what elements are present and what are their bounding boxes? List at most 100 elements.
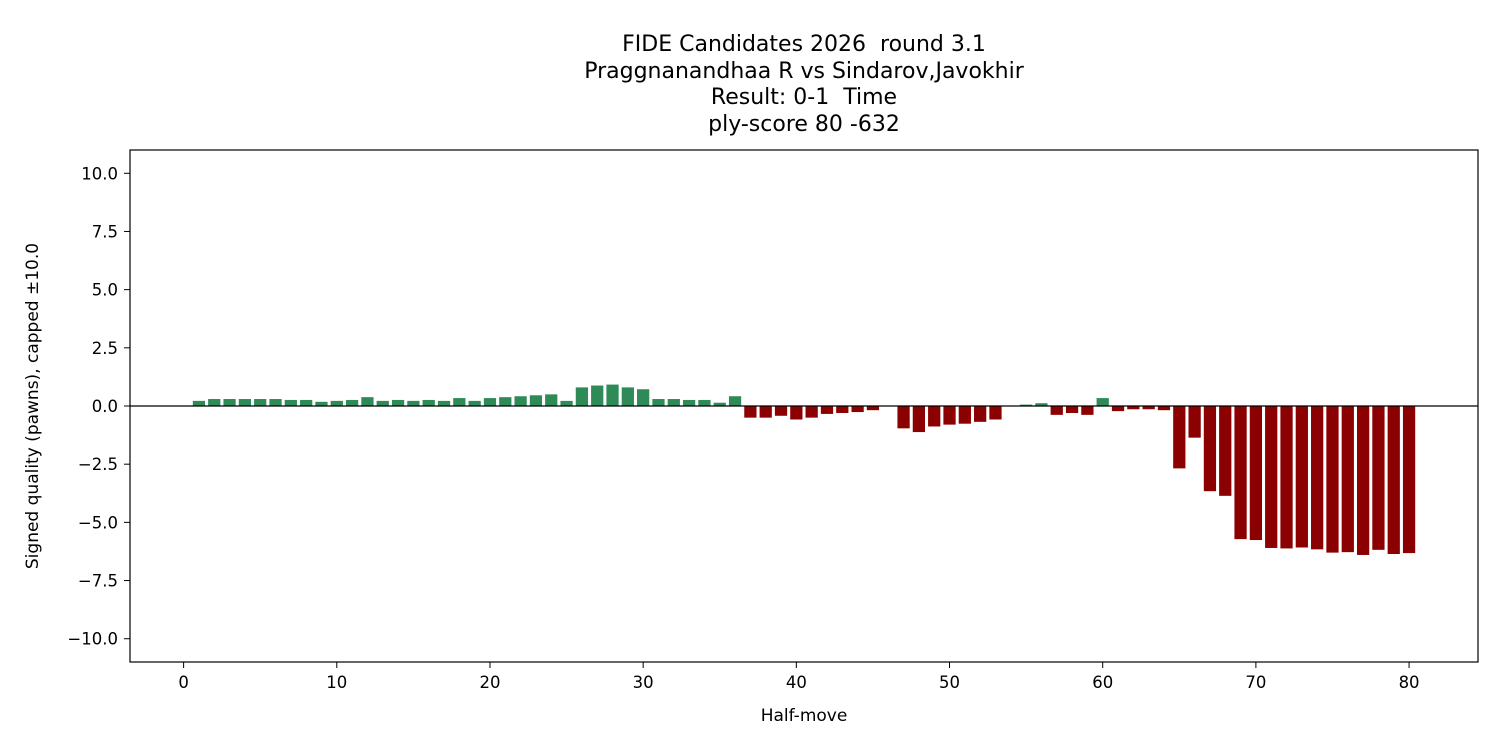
- bar-halfmove-22: [514, 396, 527, 406]
- bar-halfmove-50: [943, 406, 956, 425]
- bar-halfmove-64: [1157, 406, 1171, 411]
- bar-halfmove-49: [928, 406, 941, 427]
- bar-halfmove-68: [1219, 406, 1232, 496]
- bar-halfmove-62: [1127, 406, 1140, 410]
- chart-title-line-4: ply-score 80 -632: [708, 111, 900, 137]
- bar-halfmove-76: [1341, 406, 1354, 553]
- bar-halfmove-42: [820, 406, 834, 414]
- bar-halfmove-7: [284, 399, 297, 406]
- bar-halfmove-21: [499, 397, 512, 406]
- y-tick-label: 0.0: [92, 397, 118, 416]
- y-tick-label: −7.5: [78, 572, 118, 591]
- bar-halfmove-26: [575, 387, 589, 406]
- bar-halfmove-57: [1050, 406, 1063, 415]
- bar-halfmove-2: [208, 399, 221, 406]
- bar-halfmove-13: [376, 400, 389, 406]
- x-tick-label: 20: [479, 673, 500, 692]
- bar-halfmove-78: [1372, 406, 1385, 550]
- bar-halfmove-12: [361, 397, 374, 406]
- bar-halfmove-58: [1065, 406, 1079, 413]
- x-tick-label: 60: [1092, 673, 1113, 692]
- bar-halfmove-45: [866, 406, 880, 411]
- bar-halfmove-67: [1203, 406, 1217, 492]
- x-tick-label: 40: [786, 673, 807, 692]
- bar-halfmove-47: [897, 406, 910, 429]
- chart-title-line-1: FIDE Candidates 2026 round 3.1: [622, 32, 986, 57]
- bar-halfmove-41: [805, 406, 818, 418]
- bar-halfmove-65: [1173, 406, 1186, 469]
- bar-halfmove-33: [682, 399, 696, 406]
- bar-halfmove-31: [652, 399, 665, 406]
- bar-halfmove-14: [391, 399, 405, 406]
- bar-halfmove-4: [238, 399, 252, 406]
- bar-halfmove-35: [713, 402, 726, 406]
- bar-halfmove-43: [836, 406, 849, 413]
- bar-halfmove-17: [437, 400, 451, 406]
- bar-halfmove-28: [606, 384, 619, 406]
- y-tick-label: 5.0: [92, 281, 118, 300]
- bar-halfmove-40: [790, 406, 803, 420]
- bar-halfmove-66: [1188, 406, 1201, 438]
- bar-halfmove-70: [1249, 406, 1263, 541]
- bar-halfmove-32: [667, 399, 680, 406]
- chart-title-line-3: Result: 0-1 Time: [710, 85, 898, 110]
- bar-halfmove-73: [1295, 406, 1308, 548]
- y-tick-label: −10.0: [67, 630, 118, 649]
- bar-halfmove-77: [1356, 406, 1370, 555]
- x-tick-label: 0: [178, 673, 189, 692]
- bar-halfmove-52: [974, 406, 987, 422]
- chart-title: FIDE Candidates 2026 round 3.1 Praggnana…: [130, 32, 1478, 138]
- bar-halfmove-15: [407, 400, 420, 406]
- bar-halfmove-61: [1111, 406, 1125, 412]
- bar-halfmove-56: [1035, 403, 1048, 406]
- bar-halfmove-1: [192, 400, 206, 406]
- bar-halfmove-53: [989, 406, 1002, 420]
- bar-halfmove-63: [1142, 406, 1155, 410]
- bar-halfmove-39: [774, 406, 788, 416]
- bar-halfmove-27: [591, 385, 604, 406]
- x-tick-label: 10: [326, 673, 347, 692]
- bar-halfmove-34: [698, 399, 711, 406]
- bar-halfmove-29: [621, 387, 634, 406]
- y-tick-label: −5.0: [78, 513, 118, 532]
- y-axis: 10.0 7.5 5.0 2.5 0.0 −2.5 −5.0 −7.5 −10.0: [67, 164, 130, 649]
- bar-halfmove-9: [315, 401, 328, 406]
- bar-halfmove-30: [637, 389, 650, 406]
- bar-halfmove-37: [744, 406, 757, 418]
- bar-halfmove-38: [759, 406, 772, 418]
- bar-halfmove-10: [330, 400, 343, 406]
- bar-halfmove-69: [1234, 406, 1247, 540]
- x-tick-label: 30: [633, 673, 654, 692]
- bar-halfmove-11: [345, 399, 359, 406]
- bar-halfmove-8: [300, 399, 313, 406]
- y-tick-label: 2.5: [92, 339, 118, 358]
- x-tick-label: 50: [939, 673, 960, 692]
- y-tick-label: −2.5: [78, 455, 118, 474]
- bar-halfmove-79: [1387, 406, 1400, 555]
- bar-halfmove-3: [223, 399, 236, 406]
- bar-halfmove-6: [269, 399, 282, 406]
- bar-halfmove-55: [1019, 404, 1033, 406]
- x-axis-label: Half-move: [761, 706, 848, 726]
- bar-halfmove-48: [912, 406, 926, 433]
- bar-halfmove-16: [422, 399, 435, 406]
- bar-halfmove-59: [1081, 406, 1094, 415]
- bar-halfmove-36: [728, 396, 742, 406]
- x-axis: 0 10 20 30 40 50 60 70 80: [178, 662, 1420, 692]
- chart-title-line-2: Praggnanandhaa R vs Sindarov,Javokhir: [584, 58, 1024, 84]
- y-tick-label: 7.5: [92, 222, 118, 241]
- y-axis-label: Signed quality (pawns), capped ±10.0: [23, 243, 43, 569]
- bar-halfmove-23: [529, 395, 543, 406]
- bar-halfmove-80: [1402, 406, 1416, 554]
- bar-halfmove-72: [1280, 406, 1293, 549]
- bar-halfmove-71: [1265, 406, 1278, 548]
- bar-halfmove-24: [545, 394, 558, 406]
- bar-halfmove-75: [1326, 406, 1339, 553]
- x-tick-label: 80: [1399, 673, 1420, 692]
- bar-halfmove-74: [1311, 406, 1324, 550]
- y-tick-label: 10.0: [81, 164, 118, 183]
- x-tick-label: 70: [1245, 673, 1266, 692]
- bar-halfmove-18: [453, 398, 466, 406]
